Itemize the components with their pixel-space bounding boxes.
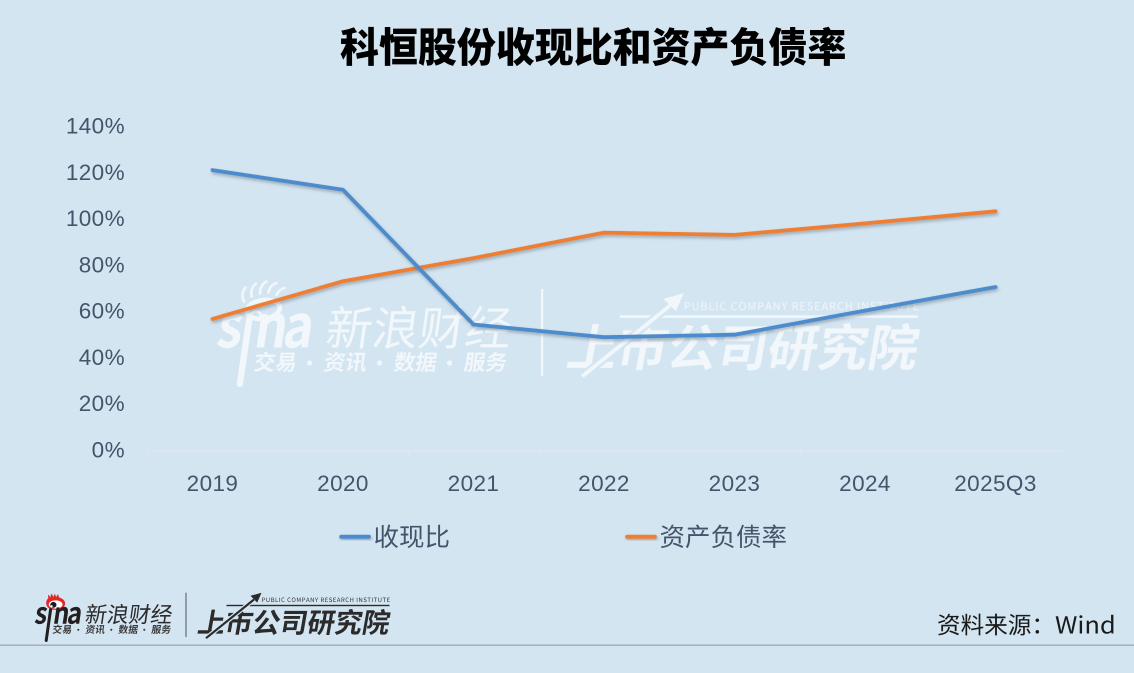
svg-text:140%: 140% — [66, 114, 125, 139]
svg-text:2019: 2019 — [187, 471, 239, 496]
svg-text:0%: 0% — [92, 438, 125, 463]
svg-text:60%: 60% — [79, 299, 125, 324]
svg-text:100%: 100% — [66, 206, 125, 231]
svg-text:20%: 20% — [79, 391, 125, 416]
svg-text:80%: 80% — [79, 252, 125, 277]
svg-text:2025Q3: 2025Q3 — [954, 471, 1036, 496]
svg-text:2024: 2024 — [839, 471, 891, 496]
svg-text:2022: 2022 — [578, 471, 630, 496]
svg-text:2021: 2021 — [448, 471, 500, 496]
svg-text:2023: 2023 — [709, 471, 761, 496]
svg-text:40%: 40% — [79, 345, 125, 370]
svg-text:120%: 120% — [66, 160, 125, 185]
svg-text:2020: 2020 — [317, 471, 369, 496]
